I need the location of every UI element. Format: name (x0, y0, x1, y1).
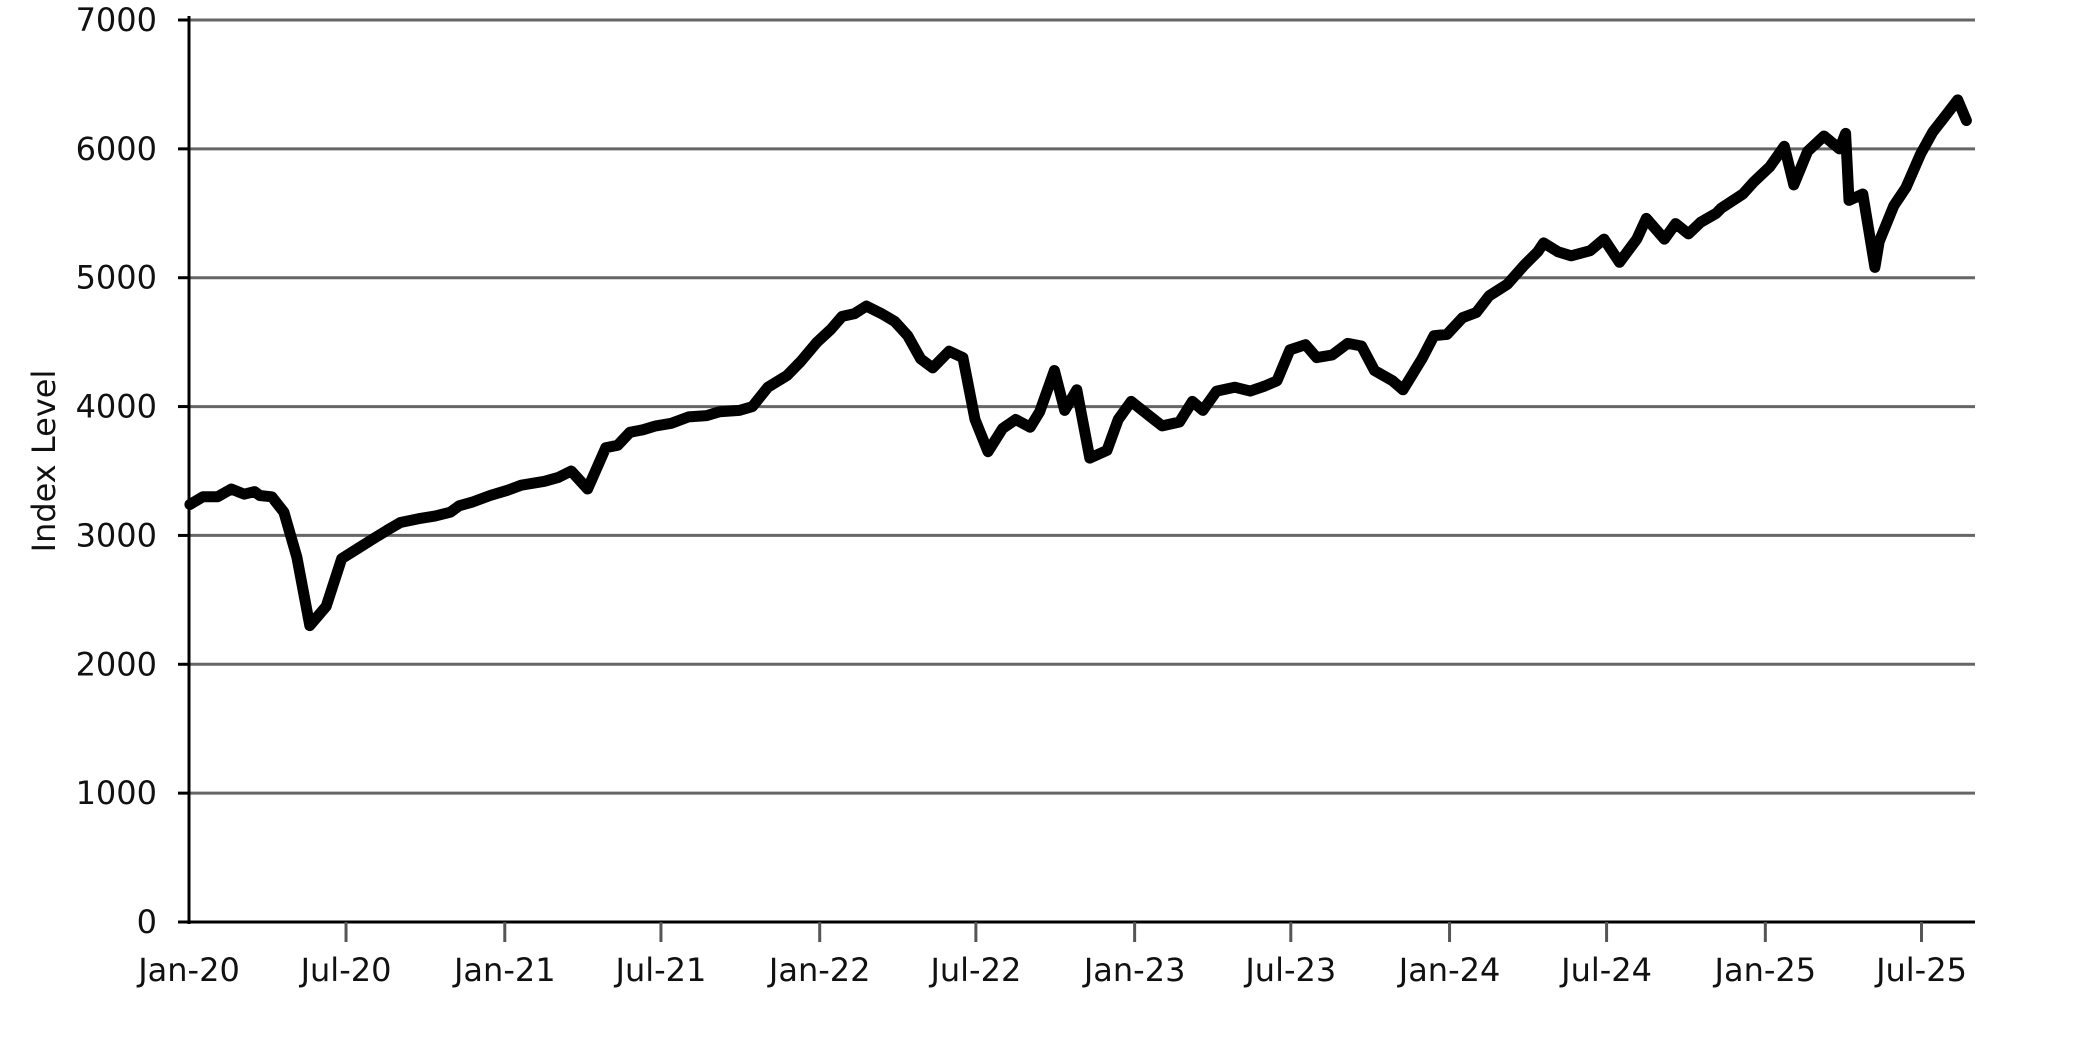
x-tick-label: Jan-24 (1397, 951, 1501, 989)
x-tick-label: Jul-20 (299, 951, 392, 989)
x-tick-label: Jan-21 (452, 951, 556, 989)
x-tick-label: Jul-21 (614, 951, 707, 989)
x-tick-label: Jan-25 (1713, 951, 1817, 989)
x-tick-label: Jul-23 (1243, 951, 1336, 989)
y-tick-label: 2000 (76, 645, 157, 683)
x-tick-label: Jan-23 (1082, 951, 1186, 989)
y-tick-labels: 0 1000 2000 3000 4000 5000 6000 7000 (76, 1, 157, 941)
series-layer (184, 94, 1972, 632)
x-tick-labels: Jan-20 Jul-20 Jan-21 Jul-21 Jan-22 Jul-22 Jan-… (136, 922, 1967, 989)
series-line (184, 94, 1972, 632)
x-tick-label: Jul-22 (928, 951, 1021, 989)
axes (187, 16, 1975, 924)
y-tick-label: 3000 (76, 516, 157, 554)
x-tick-label: Jul-24 (1559, 951, 1652, 989)
y-tick-label: 7000 (76, 1, 157, 39)
y-tick-label: 1000 (76, 774, 157, 812)
y-axis-title: Index Level (25, 370, 63, 553)
x-tick-label: Jan-22 (767, 951, 871, 989)
y-tick-label: 0 (137, 903, 157, 941)
x-tick-label: Jul-25 (1874, 951, 1967, 989)
y-tick-label: 5000 (76, 259, 157, 297)
y-tick-label: 4000 (76, 388, 157, 426)
x-tick-label: Jan-20 (136, 951, 240, 989)
y-tick-label: 6000 (76, 130, 157, 168)
gridlines (178, 18, 1975, 924)
